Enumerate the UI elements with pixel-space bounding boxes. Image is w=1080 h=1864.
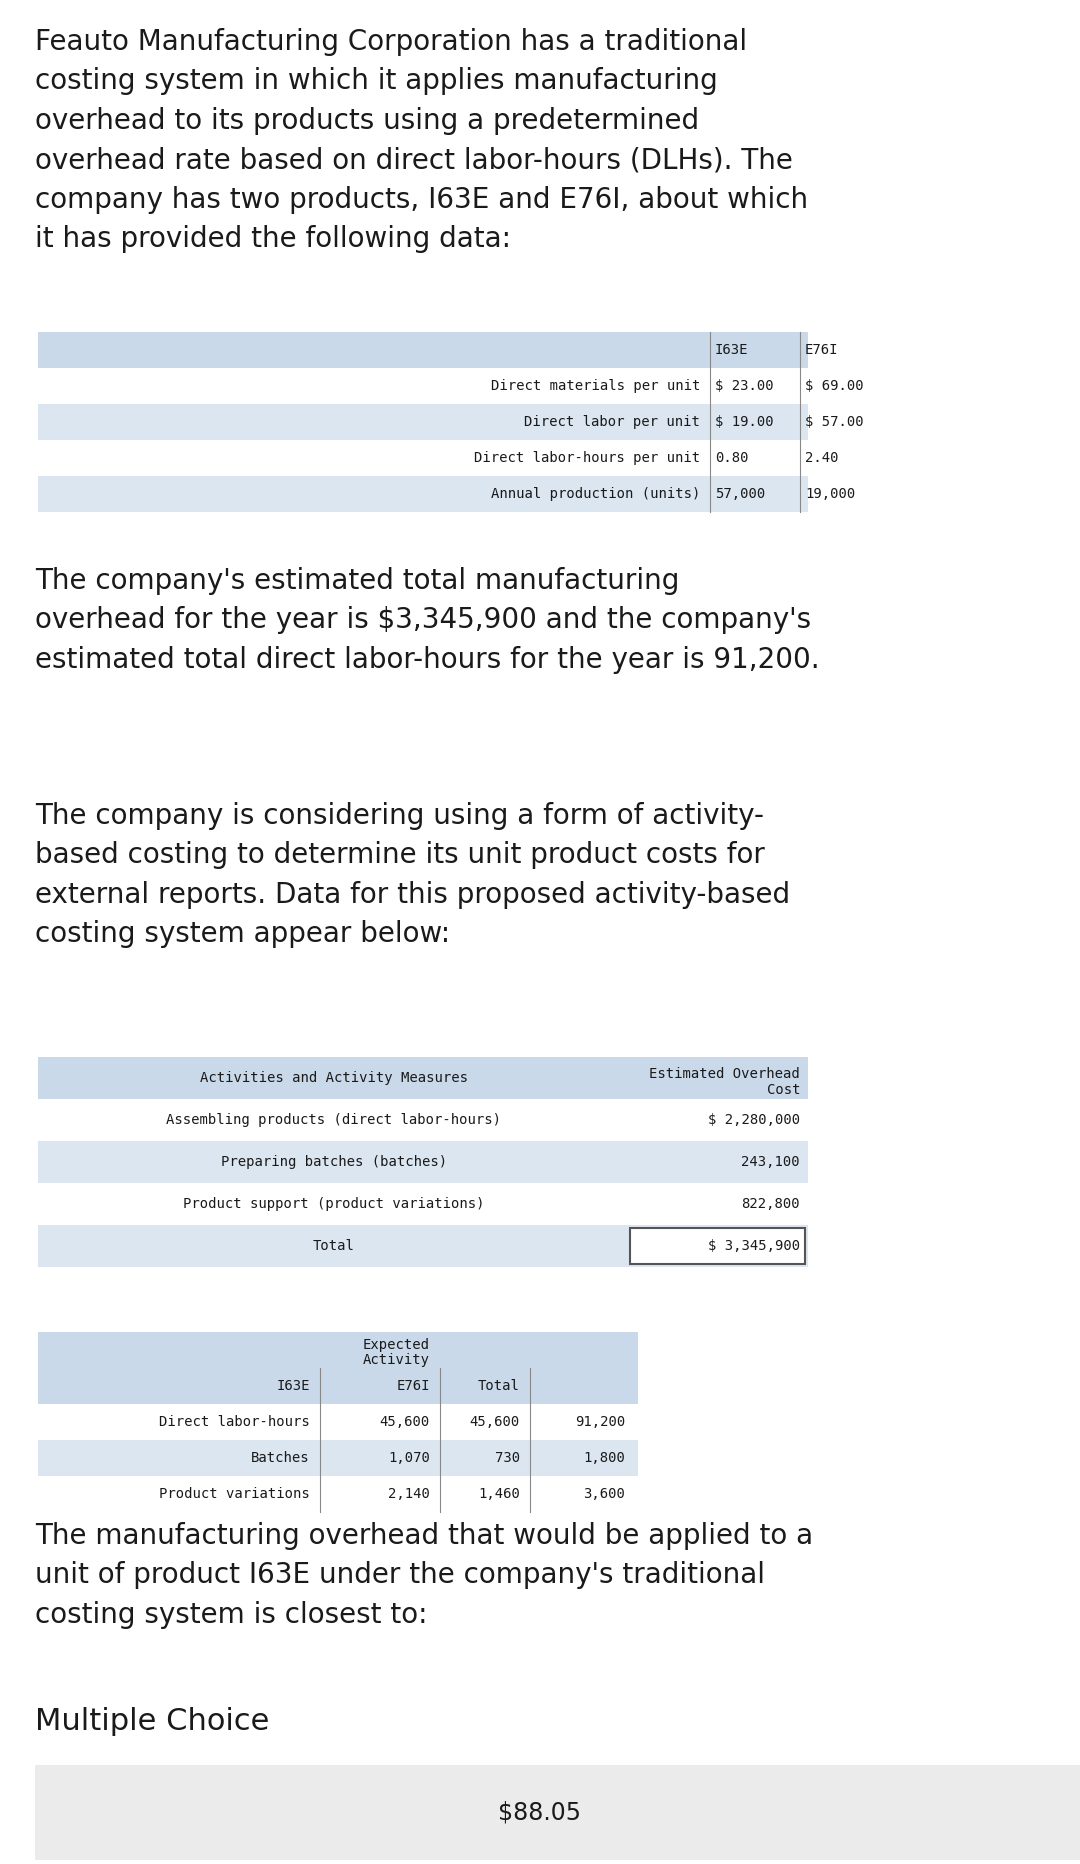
Text: Expected: Expected [363, 1338, 430, 1351]
Bar [38, 404, 808, 440]
Bar [38, 1225, 808, 1268]
Text: Direct labor-hours per unit: Direct labor-hours per unit [474, 451, 700, 464]
Text: Product support (product variations): Product support (product variations) [184, 1197, 485, 1212]
Text: $ 23.00: $ 23.00 [715, 378, 773, 393]
Text: 243,100: 243,100 [741, 1156, 800, 1169]
Text: 0.80: 0.80 [715, 451, 748, 464]
Text: 1,460: 1,460 [478, 1487, 519, 1501]
Text: Total: Total [478, 1379, 519, 1392]
Text: Cost: Cost [767, 1083, 800, 1098]
Bar [38, 1404, 638, 1441]
Text: I63E: I63E [715, 343, 748, 358]
Text: $ 69.00: $ 69.00 [805, 378, 864, 393]
Text: Activity: Activity [363, 1353, 430, 1366]
Text: 730: 730 [495, 1450, 519, 1465]
Text: Annual production (units): Annual production (units) [490, 487, 700, 501]
Bar [38, 1141, 808, 1184]
Text: $ 57.00: $ 57.00 [805, 416, 864, 429]
Text: 1,800: 1,800 [583, 1450, 625, 1465]
Text: Estimated Overhead: Estimated Overhead [649, 1066, 800, 1081]
Bar [38, 1184, 808, 1225]
Text: 45,600: 45,600 [470, 1415, 519, 1430]
Bar [630, 1228, 805, 1264]
Text: Batches: Batches [252, 1450, 310, 1465]
Bar [38, 367, 808, 404]
Text: I63E: I63E [276, 1379, 310, 1392]
Bar [38, 332, 808, 367]
Text: $ 2,280,000: $ 2,280,000 [707, 1113, 800, 1128]
Text: 2,140: 2,140 [388, 1487, 430, 1501]
Text: Assembling products (direct labor-hours): Assembling products (direct labor-hours) [166, 1113, 501, 1128]
Bar [38, 1333, 638, 1368]
Text: The company's estimated total manufacturing
overhead for the year is $3,345,900 : The company's estimated total manufactur… [35, 567, 820, 675]
Text: Product variations: Product variations [159, 1487, 310, 1501]
Text: The manufacturing overhead that would be applied to a
unit of product I63E under: The manufacturing overhead that would be… [35, 1523, 813, 1629]
Bar [38, 1100, 808, 1141]
Text: 3,600: 3,600 [583, 1487, 625, 1501]
Bar [38, 475, 808, 513]
Text: 1,070: 1,070 [388, 1450, 430, 1465]
Bar [38, 1441, 638, 1476]
Bar [38, 440, 808, 475]
Text: $88.05: $88.05 [499, 1801, 581, 1825]
Text: 57,000: 57,000 [715, 487, 766, 501]
Text: 2.40: 2.40 [805, 451, 838, 464]
Text: 822,800: 822,800 [741, 1197, 800, 1212]
Text: Direct labor-hours: Direct labor-hours [159, 1415, 310, 1430]
Text: E76I: E76I [396, 1379, 430, 1392]
Text: Direct materials per unit: Direct materials per unit [490, 378, 700, 393]
Text: Activities and Activity Measures: Activities and Activity Measures [200, 1072, 468, 1085]
Text: 91,200: 91,200 [575, 1415, 625, 1430]
Text: E76I: E76I [805, 343, 838, 358]
Bar [38, 1057, 808, 1100]
Bar [38, 1476, 638, 1512]
Text: Multiple Choice: Multiple Choice [35, 1707, 269, 1735]
Text: 45,600: 45,600 [380, 1415, 430, 1430]
Text: The company is considering using a form of activity-
based costing to determine : The company is considering using a form … [35, 802, 791, 949]
Bar [35, 1765, 1080, 1860]
Text: Total: Total [313, 1240, 355, 1253]
Bar [38, 1368, 638, 1404]
Text: Feauto Manufacturing Corporation has a traditional
costing system in which it ap: Feauto Manufacturing Corporation has a t… [35, 28, 808, 254]
Text: Preparing batches (batches): Preparing batches (batches) [221, 1156, 447, 1169]
Text: $ 3,345,900: $ 3,345,900 [707, 1240, 800, 1253]
Text: $ 19.00: $ 19.00 [715, 416, 773, 429]
Text: 19,000: 19,000 [805, 487, 855, 501]
Text: Direct labor per unit: Direct labor per unit [524, 416, 700, 429]
